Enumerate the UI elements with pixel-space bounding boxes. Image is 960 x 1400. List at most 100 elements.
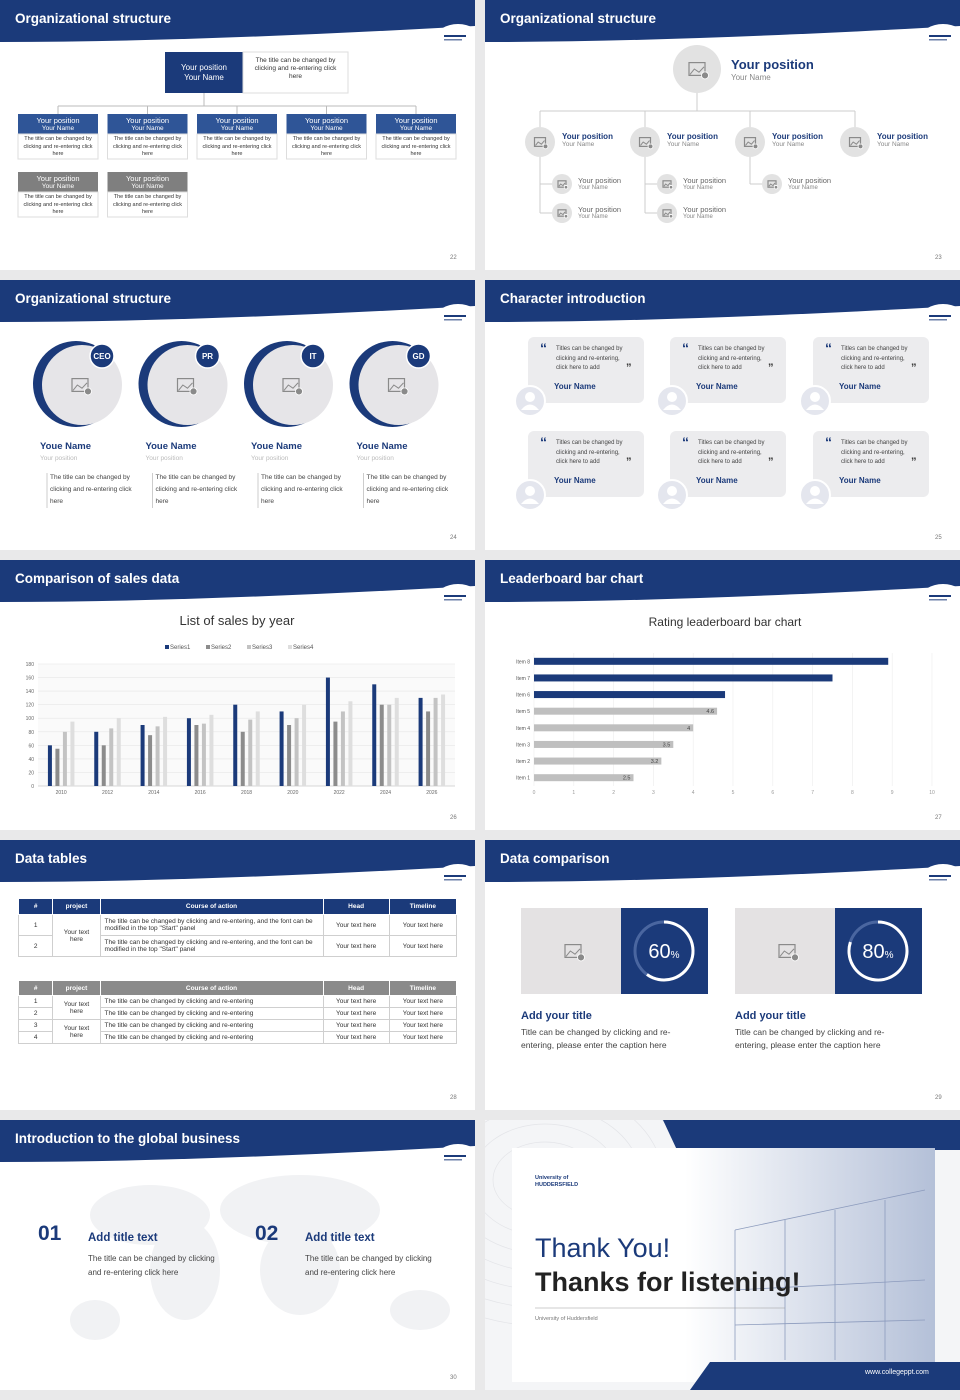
page-number: 25 [935, 535, 942, 541]
member-text: The title can be changed by clicking and… [291, 136, 362, 157]
person-text: The title can be changed by clicking and… [155, 474, 238, 505]
x-tick-label: 9 [891, 790, 894, 796]
y-tick-label: 80 [28, 730, 34, 736]
image-icon [564, 943, 582, 958]
slide-graphics [0, 1120, 475, 1340]
bar [534, 774, 634, 782]
item-title: Add your title [735, 1010, 806, 1022]
x-tick-label: 5 [732, 790, 735, 796]
image-icon [773, 185, 779, 190]
member-body [196, 133, 278, 160]
x-tick-label: 2024 [380, 790, 391, 796]
head-position: Your position [731, 57, 814, 72]
image-icon [389, 382, 404, 391]
person-position: Your position [40, 455, 78, 462]
slide: “ ” “ ” “ ” “ ” “ ” “ ” Character introduction 25 Titl… [485, 280, 960, 550]
thanks-line1: Thank You! [535, 1233, 671, 1263]
column-header: Course of action [99, 980, 324, 996]
quote-name: Your Name [696, 476, 738, 485]
logo-mark [444, 39, 462, 41]
row-number: 4 [17, 1031, 54, 1044]
image-icon [176, 377, 195, 392]
column-header: Head [322, 980, 390, 996]
logo-badge [921, 24, 960, 52]
page-number: 24 [450, 535, 457, 541]
member-name: Your Name [310, 125, 343, 132]
slide-graphics: “ ” “ ” “ ” “ ” “ ” “ ” [485, 280, 960, 511]
ring-value [847, 920, 909, 982]
image-icon [778, 943, 796, 958]
avatar-body [806, 404, 824, 410]
member-header [197, 114, 277, 134]
member-position: Your position [215, 116, 259, 125]
logo-mark [444, 599, 462, 601]
head-name: Your Name [731, 73, 771, 82]
slide: Organizational structure 23 Your position Y… [485, 0, 960, 270]
legend-label: Series3 [252, 645, 273, 651]
image-icon [647, 143, 654, 150]
table-row: 2 The title can be changed by clicking an… [17, 935, 458, 957]
slide-graphics [485, 1120, 960, 1390]
bar [534, 757, 662, 765]
badge-text: GD [413, 352, 425, 361]
column-header: Timeline [388, 980, 458, 996]
logo-mark [444, 879, 462, 881]
member-text: The title can be changed by clicking and… [381, 136, 451, 157]
quote-mark: “ [825, 340, 832, 356]
quote-mark: “ [540, 434, 547, 450]
item-text: The title can be changed by clicking and… [88, 1254, 215, 1277]
image-icon [662, 180, 672, 188]
logo-mark [444, 319, 462, 321]
x-tick-label: 6 [771, 790, 774, 796]
member-header [107, 114, 188, 134]
quote-mark: “ [682, 340, 689, 356]
column-header: project [52, 898, 101, 915]
slide-title: Organizational structure [15, 291, 172, 306]
avatar-body [663, 404, 681, 410]
member-name: Your Name [41, 125, 75, 132]
legend-swatch [206, 645, 210, 649]
slide: Data tables 28 # project Course of action Hea… [0, 840, 475, 1110]
bar [109, 728, 114, 786]
member-body [375, 133, 457, 160]
header-band [0, 280, 475, 322]
logo-badge [436, 864, 475, 892]
y-tick-label: 100 [26, 716, 35, 722]
building-line [734, 1319, 926, 1326]
member-position: Your position [36, 174, 80, 183]
table-header-row: # project Course of action Head Timeline [17, 980, 458, 996]
group-avatar [525, 127, 555, 157]
group-avatar [630, 127, 660, 157]
quote-mark: “ [540, 340, 547, 356]
y-tick-label: 140 [26, 689, 35, 695]
thanks-line2: Thanks for listening! [535, 1267, 801, 1297]
image-icon [745, 140, 755, 146]
image-icon [638, 137, 652, 148]
world-map-shape [220, 1175, 380, 1245]
legend-label: Series1 [170, 645, 191, 651]
head-cell: Your text here [322, 1019, 390, 1032]
member-position: Your position [36, 116, 80, 125]
bar [55, 748, 60, 786]
item-title: Add your title [521, 1010, 592, 1022]
head-cell: Your text here [322, 1007, 390, 1020]
avatar-body [806, 498, 824, 504]
logo-mark [444, 1155, 466, 1157]
quote-text: Titles can be changed by clicking and re… [841, 440, 908, 465]
y-tick-label: 180 [26, 662, 35, 668]
group-position: Your position [877, 132, 928, 141]
bar [534, 691, 726, 699]
quote-mark: ” [626, 362, 632, 374]
image-icon [178, 382, 193, 391]
bar [348, 701, 353, 786]
avatar-head [810, 392, 820, 402]
slide: List of sales by year Series1 Series2 Serie… [0, 560, 475, 830]
quote-mark: “ [825, 434, 832, 450]
person-position: Your position [251, 455, 289, 462]
bar [94, 731, 99, 786]
bar [294, 718, 299, 786]
legend-swatch [288, 645, 292, 649]
y-tick-label: Item 4 [516, 726, 530, 732]
